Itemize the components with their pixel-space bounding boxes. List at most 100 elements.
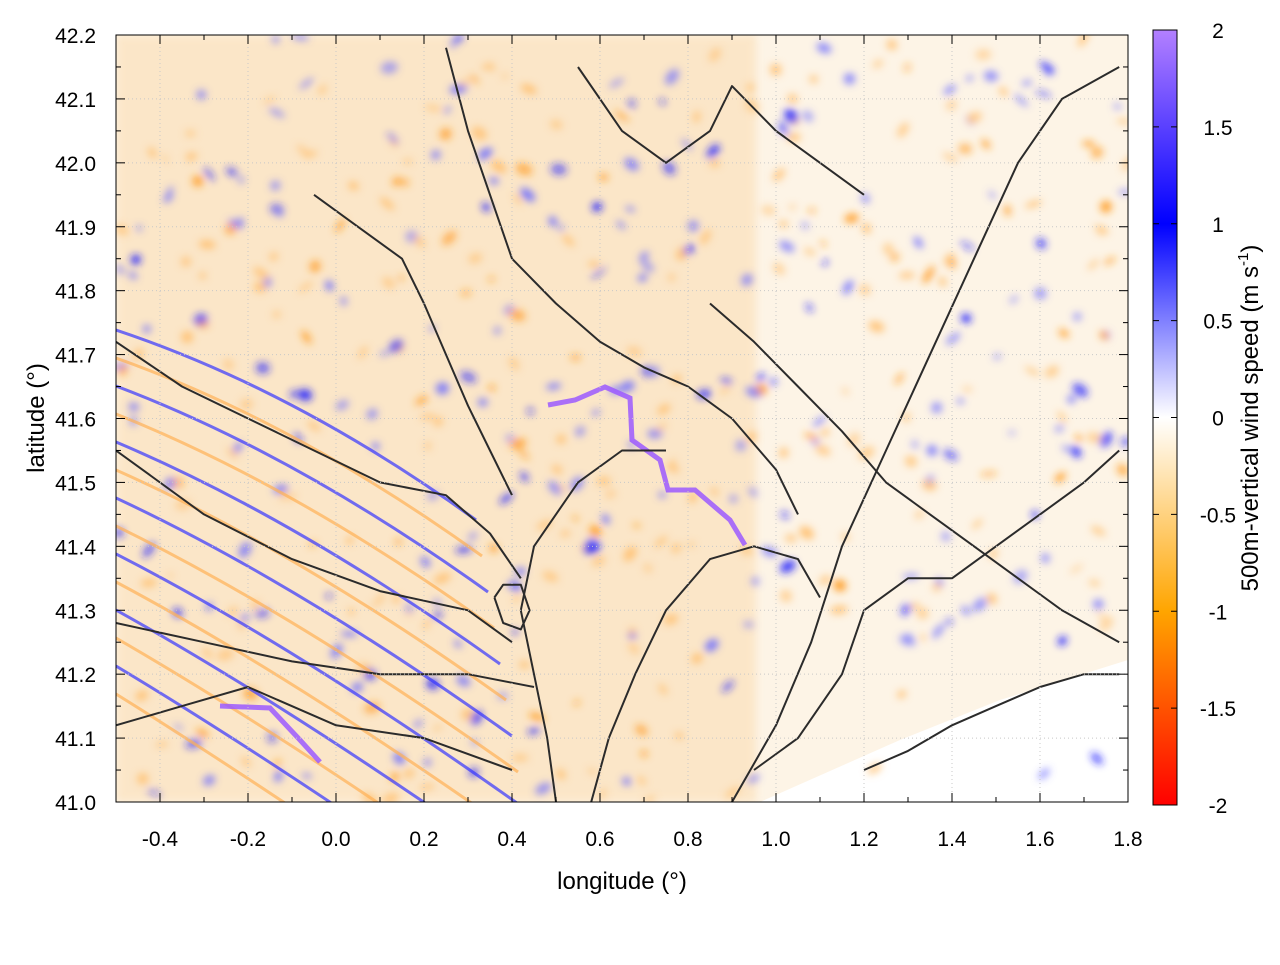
field-blob <box>788 204 796 210</box>
field-blob <box>471 126 487 141</box>
colorbar-label: 500m-vertical wind speed (m s-1) <box>1235 245 1264 592</box>
contour-line <box>731 66 1120 802</box>
field-blob <box>298 281 313 293</box>
field-blob <box>490 160 507 173</box>
field-blob <box>198 240 216 249</box>
field-blob <box>804 248 816 256</box>
field-blob <box>588 261 600 267</box>
field-blob <box>240 398 253 410</box>
field-blob <box>637 274 648 282</box>
field-blob <box>802 110 814 122</box>
field-blob <box>641 260 655 273</box>
field-blob <box>508 309 526 321</box>
field-blob <box>423 758 432 767</box>
field-blob <box>967 115 975 124</box>
field-blob <box>1082 141 1095 147</box>
x-tick-label: 0.4 <box>497 828 527 851</box>
field-blob <box>468 253 483 264</box>
field-blob <box>370 601 381 607</box>
field-blob <box>654 536 668 548</box>
field-blob <box>668 273 676 282</box>
field-blob <box>769 63 782 76</box>
field-streak <box>116 468 507 702</box>
x-tick-label: 0.6 <box>585 828 614 851</box>
colorbar-tick-label: 2 <box>1212 20 1224 43</box>
field-blob <box>743 621 754 628</box>
y-tick-label: 42.0 <box>55 153 96 176</box>
field-blob <box>1034 287 1047 300</box>
field-blob <box>558 483 567 492</box>
field-blob <box>1057 411 1067 423</box>
field-blob <box>984 70 998 82</box>
field-blob <box>395 538 402 546</box>
field-blob <box>572 515 579 522</box>
field-blob <box>1072 383 1088 398</box>
field-blob <box>237 176 245 184</box>
field-blob <box>403 768 415 779</box>
field-blob <box>786 133 801 142</box>
x-tick-label: 1.2 <box>849 828 878 851</box>
field-blob <box>400 178 410 187</box>
field-blob <box>804 432 818 441</box>
field-blob <box>622 777 631 786</box>
field-blob <box>960 241 975 251</box>
field-blob <box>932 582 942 592</box>
field-blob <box>357 346 368 359</box>
field-blob <box>478 147 493 160</box>
x-tick-label: 1.6 <box>1025 828 1054 851</box>
field-blob <box>820 240 826 247</box>
field-blob <box>972 518 983 530</box>
field-blob <box>609 78 624 88</box>
field-blob <box>859 284 871 296</box>
field-blob <box>914 510 924 520</box>
colorbar: 2 1.5 1 0.5 0 -0.5 -1 -1.5 -2 <box>1152 20 1236 818</box>
field-blob <box>1071 446 1082 458</box>
field-blob <box>745 386 761 398</box>
field-blob <box>975 49 992 60</box>
field-blob <box>1097 228 1106 236</box>
field-blob <box>128 403 139 411</box>
field-blob <box>681 139 693 150</box>
field-blob <box>241 756 251 767</box>
field-blob <box>433 416 444 427</box>
field-blob <box>296 144 311 158</box>
field-blob <box>635 724 648 736</box>
field-blob <box>735 439 747 452</box>
field-blob <box>499 492 514 504</box>
field-blob <box>1099 431 1113 447</box>
contour-line <box>313 193 513 496</box>
field-blob <box>450 35 460 49</box>
field-blob <box>460 371 477 383</box>
field-blob <box>816 43 832 54</box>
field-blob <box>1058 328 1069 338</box>
field-blob <box>560 530 571 537</box>
field-blob <box>591 555 606 567</box>
field-blob <box>558 224 564 232</box>
field-blob <box>903 63 911 73</box>
field-blob <box>808 208 816 214</box>
field-blobs <box>116 35 1128 802</box>
field-blob <box>116 264 125 275</box>
field-blob <box>741 273 753 286</box>
field-blob <box>945 618 953 625</box>
colorbar-tick-label: -1.5 <box>1200 698 1236 721</box>
field-blob <box>347 607 355 616</box>
field-blob <box>867 763 882 775</box>
field-blob <box>517 447 530 460</box>
contour-line <box>116 686 513 771</box>
field-blob <box>449 84 468 94</box>
field-blob <box>551 464 563 475</box>
field-blob <box>162 154 169 164</box>
field-streak <box>116 328 477 522</box>
field-blob <box>587 768 597 774</box>
field-blob <box>319 84 328 92</box>
field-blob <box>780 589 792 603</box>
field-blob <box>659 98 666 105</box>
wind-field <box>116 35 1128 802</box>
field-blob <box>958 143 973 155</box>
field-blob <box>687 220 699 232</box>
field-blob <box>628 627 636 635</box>
field-blob <box>868 320 885 333</box>
field-blob <box>708 47 722 62</box>
